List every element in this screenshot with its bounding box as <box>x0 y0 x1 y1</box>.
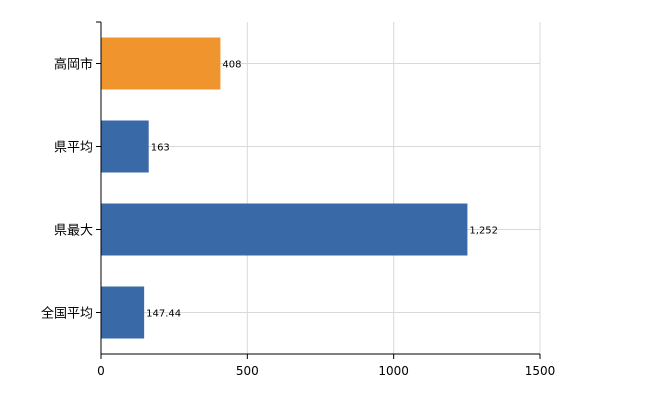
data-label: 1,252 <box>469 226 498 237</box>
category-label: 高岡市 <box>54 57 93 73</box>
category-label: 全国平均 <box>41 306 93 322</box>
bar <box>101 286 145 339</box>
data-label: 147.44 <box>146 309 181 320</box>
bar <box>101 37 221 90</box>
axes <box>96 21 541 359</box>
x-tick-label: 500 <box>236 364 259 378</box>
bar <box>101 120 149 173</box>
category-label: 県最大 <box>54 224 93 239</box>
data-label: 408 <box>222 60 241 71</box>
labels: 408 高岡市 163 県平均 1,252 県最大 147.44 全国平均 0 500 1000 15… <box>41 57 555 379</box>
data-label: 163 <box>151 143 170 154</box>
bars <box>101 37 468 339</box>
bar <box>101 203 468 256</box>
x-tick-label: 1500 <box>525 364 556 378</box>
category-label: 県平均 <box>54 141 93 156</box>
x-tick-label: 0 <box>97 364 105 378</box>
x-tick-label: 1000 <box>378 364 409 378</box>
